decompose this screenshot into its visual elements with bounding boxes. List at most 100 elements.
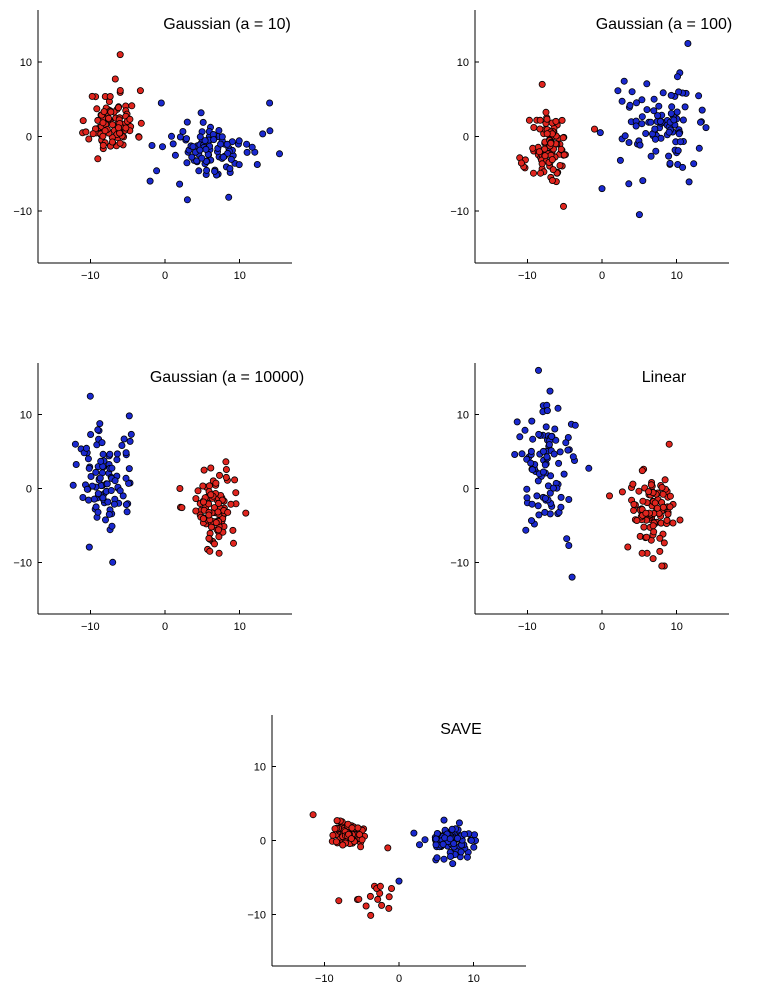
scatter-series [606, 440, 684, 570]
panel-title: SAVE [440, 721, 482, 738]
scatter-point [543, 407, 551, 415]
scatter-point [645, 488, 653, 496]
scatter-point [513, 418, 521, 426]
scatter-point [222, 473, 230, 481]
scatter-point [650, 528, 658, 536]
scatter-point [410, 829, 418, 837]
scatter-point [690, 160, 698, 168]
scatter-point [450, 840, 458, 848]
scatter-series [69, 392, 135, 566]
x-tick-label: 10 [234, 621, 246, 633]
scatter-point [148, 141, 156, 149]
scatter-point [533, 492, 541, 500]
scatter-point [557, 145, 565, 153]
scatter-point [542, 108, 550, 116]
scatter-point [666, 503, 674, 511]
scatter-point [157, 99, 165, 107]
scatter-point [90, 495, 98, 503]
scatter-point [106, 93, 114, 101]
scatter-point [632, 122, 640, 130]
scatter-point [266, 127, 274, 135]
scatter-point [100, 108, 108, 116]
scatter-point [79, 493, 87, 501]
scatter-point [614, 87, 622, 95]
scatter-point [661, 476, 669, 484]
scatter-point [83, 444, 91, 452]
scatter-point [421, 836, 429, 844]
scatter-point [102, 516, 110, 524]
scatter-point [676, 138, 684, 146]
scatter-point [633, 99, 641, 107]
scatter-point [196, 146, 204, 154]
scatter-point [649, 522, 657, 530]
scatter-point [618, 488, 626, 496]
scatter-point [643, 533, 651, 541]
scatter-point [432, 835, 440, 843]
scatter-point [82, 128, 90, 136]
scatter-point [88, 92, 96, 100]
scatter-point [200, 466, 208, 474]
scatter-point [618, 97, 626, 105]
scatter-point [115, 124, 123, 132]
scatter-point [115, 104, 123, 112]
scatter-point [643, 80, 651, 88]
scatter-point [656, 117, 664, 125]
scatter-point [638, 113, 646, 121]
scatter-point [192, 507, 200, 515]
scatter-point [215, 471, 223, 479]
scatter-point [99, 141, 107, 149]
scatter-point [253, 160, 261, 168]
scatter-point [194, 487, 202, 495]
scatter-point [197, 109, 205, 117]
scatter-point [432, 841, 440, 849]
scatter-point [222, 465, 230, 473]
scatter-point [79, 117, 87, 125]
scatter-point [217, 140, 225, 148]
scatter-point [215, 127, 223, 135]
scatter-point [329, 831, 337, 839]
scatter-series [395, 816, 479, 885]
scatter-point [98, 439, 106, 447]
scatter-point [146, 177, 154, 185]
scatter-point [659, 490, 667, 498]
scatter-point [659, 89, 667, 97]
scatter-point [215, 499, 223, 507]
scatter-point [94, 490, 102, 498]
scatter-point [235, 161, 243, 169]
scatter-point [333, 817, 341, 825]
scatter-point [362, 902, 370, 910]
scatter-point [666, 159, 674, 167]
scatter-point [655, 102, 663, 110]
scatter-point [643, 106, 651, 114]
scatter-point [517, 159, 525, 167]
scatter-point [669, 519, 677, 527]
scatter-point [625, 138, 633, 146]
scatter-point [548, 432, 556, 440]
scatter-point [558, 116, 566, 124]
scatter-point [339, 841, 347, 849]
y-tick-label: −10 [13, 206, 32, 218]
scatter-point [229, 526, 237, 534]
scatter-point [552, 117, 560, 125]
scatter-point [636, 141, 644, 149]
scatter-point [563, 535, 571, 543]
scatter-point [529, 435, 537, 443]
scatter-point [232, 489, 240, 497]
scatter-point [195, 167, 203, 175]
scatter-point [564, 446, 572, 454]
x-tick-label: −10 [518, 621, 537, 633]
scatter-point [231, 476, 239, 484]
scatter-point [309, 811, 317, 819]
scatter-point [653, 504, 661, 512]
scatter-point [199, 482, 207, 490]
scatter-point [127, 430, 135, 438]
scatter-point [541, 494, 549, 502]
scatter-point [565, 542, 573, 550]
scatter-point [549, 484, 557, 492]
scatter-point [635, 211, 643, 219]
scatter-point [136, 87, 144, 95]
scatter-point [103, 480, 111, 488]
scatter-point [206, 547, 214, 555]
scatter-point [658, 562, 666, 570]
